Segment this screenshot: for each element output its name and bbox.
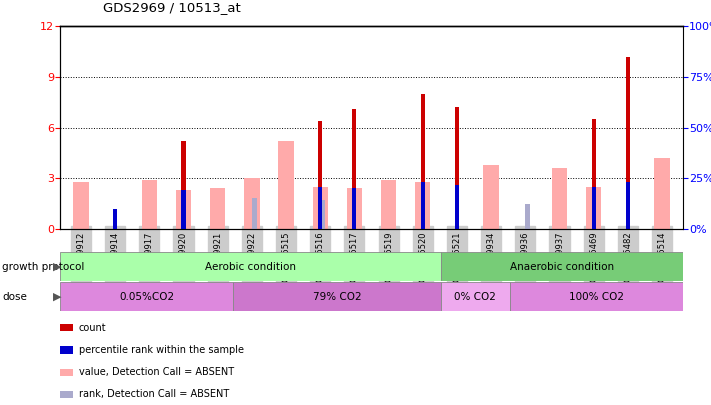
Bar bbox=[252, 198, 257, 229]
Text: 0.05%CO2: 0.05%CO2 bbox=[119, 292, 174, 302]
Bar bbox=[455, 185, 459, 229]
Text: ▶: ▶ bbox=[53, 292, 62, 302]
Bar bbox=[181, 190, 186, 229]
Bar bbox=[441, 252, 683, 281]
Bar bbox=[313, 187, 328, 229]
Text: dose: dose bbox=[2, 292, 27, 302]
Bar bbox=[233, 282, 441, 311]
Bar bbox=[113, 209, 117, 229]
Bar bbox=[626, 57, 630, 229]
Bar bbox=[525, 203, 530, 229]
Text: Aerobic condition: Aerobic condition bbox=[205, 262, 296, 272]
Text: count: count bbox=[79, 323, 107, 333]
Bar bbox=[415, 181, 430, 229]
Text: percentile rank within the sample: percentile rank within the sample bbox=[79, 345, 244, 355]
Bar bbox=[421, 181, 425, 229]
Text: 79% CO2: 79% CO2 bbox=[313, 292, 361, 302]
Bar bbox=[73, 181, 89, 229]
Bar bbox=[60, 252, 441, 281]
Text: 100% CO2: 100% CO2 bbox=[569, 292, 624, 302]
Bar bbox=[455, 107, 459, 229]
Bar bbox=[347, 188, 362, 229]
Bar bbox=[244, 178, 260, 229]
Bar bbox=[654, 158, 670, 229]
Bar bbox=[60, 282, 233, 311]
Text: GDS2969 / 10513_at: GDS2969 / 10513_at bbox=[103, 1, 241, 14]
Bar bbox=[181, 141, 186, 229]
Bar bbox=[353, 188, 356, 229]
Text: Anaerobic condition: Anaerobic condition bbox=[510, 262, 614, 272]
Bar bbox=[353, 109, 356, 229]
Bar bbox=[318, 121, 322, 229]
Text: value, Detection Call = ABSENT: value, Detection Call = ABSENT bbox=[79, 367, 234, 377]
Bar bbox=[176, 190, 191, 229]
Bar bbox=[421, 94, 425, 229]
Bar bbox=[510, 282, 683, 311]
Bar bbox=[141, 180, 157, 229]
Bar bbox=[210, 188, 225, 229]
Bar bbox=[381, 180, 396, 229]
Text: rank, Detection Call = ABSENT: rank, Detection Call = ABSENT bbox=[79, 390, 229, 399]
Text: growth protocol: growth protocol bbox=[2, 262, 85, 272]
Bar bbox=[278, 141, 294, 229]
Text: 0% CO2: 0% CO2 bbox=[454, 292, 496, 302]
Bar bbox=[592, 187, 596, 229]
Bar bbox=[441, 282, 510, 311]
Bar bbox=[626, 181, 630, 229]
Bar bbox=[483, 165, 499, 229]
Bar bbox=[592, 119, 596, 229]
Text: ▶: ▶ bbox=[53, 262, 62, 272]
Bar bbox=[320, 200, 325, 229]
Bar bbox=[586, 187, 602, 229]
Bar bbox=[552, 168, 567, 229]
Bar bbox=[318, 187, 322, 229]
